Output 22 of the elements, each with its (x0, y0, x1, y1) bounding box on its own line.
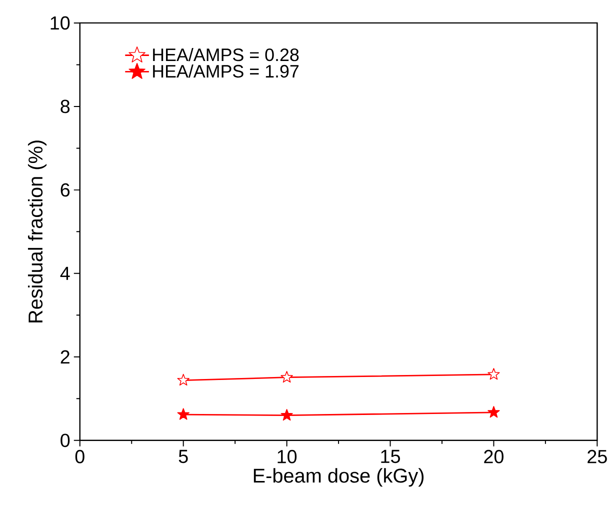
point (177, 374, 190, 386)
y-tick-label: 10 (50, 16, 70, 30)
y-tick-label: 0 (60, 434, 70, 447)
point (280, 408, 293, 420)
point (488, 406, 500, 418)
x-tick-label: 0 (75, 450, 84, 464)
y-tick-label: 2 (60, 350, 70, 364)
legend-label: HEA/AMPS = 1.97 (153, 64, 299, 78)
y-tick-label: 4 (60, 266, 70, 280)
point (280, 370, 293, 382)
x-tick-label: 15 (381, 450, 400, 463)
x-tick-label: 20 (484, 450, 504, 464)
x-axis-title: E-beam dose (kGy) (254, 468, 424, 487)
x-tick-label: 5 (178, 450, 188, 463)
legend-label: HEA/AMPS = 0.28 (153, 48, 299, 62)
y-axis-title: Residual fraction (%) (28, 140, 47, 322)
y-tick-label: 8 (60, 100, 70, 114)
point (177, 408, 190, 420)
y-tick-label: 6 (60, 183, 70, 196)
x-tick-label: 25 (588, 450, 607, 464)
x-tick-label: 10 (278, 450, 297, 464)
point (488, 368, 500, 380)
